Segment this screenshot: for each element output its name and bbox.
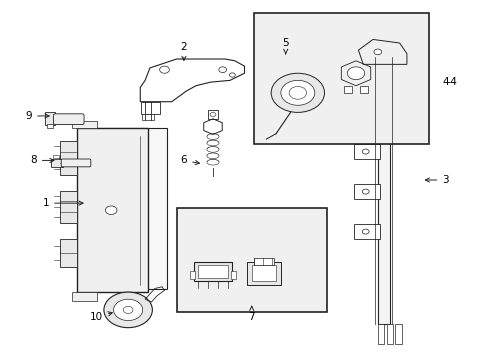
Bar (193, 262, 232, 282)
FancyBboxPatch shape (61, 159, 91, 167)
Circle shape (103, 292, 152, 328)
Bar (359, 86, 367, 93)
Bar (60, 141, 77, 175)
Text: 4: 4 (442, 77, 448, 87)
Circle shape (362, 149, 368, 154)
Bar (394, 324, 401, 344)
Circle shape (288, 86, 306, 99)
Circle shape (373, 49, 381, 55)
Bar (343, 86, 351, 93)
Circle shape (123, 306, 133, 314)
FancyBboxPatch shape (53, 114, 84, 125)
Bar (377, 57, 389, 324)
Bar (47, 124, 53, 129)
Bar (72, 292, 97, 301)
Circle shape (362, 229, 368, 234)
Bar (254, 13, 428, 144)
Bar (45, 112, 55, 125)
Bar (60, 239, 77, 267)
Text: 5: 5 (282, 38, 288, 54)
Circle shape (113, 299, 142, 320)
Text: 9: 9 (25, 111, 49, 121)
Bar (231, 271, 236, 279)
Bar (89, 129, 166, 288)
Bar (77, 129, 147, 292)
Text: 2: 2 (180, 41, 187, 60)
Bar (53, 156, 59, 159)
Bar (142, 114, 154, 120)
Bar (60, 191, 77, 223)
Circle shape (346, 67, 364, 80)
Bar (189, 271, 194, 279)
Circle shape (218, 67, 226, 72)
Circle shape (362, 189, 368, 194)
Bar (72, 121, 97, 129)
Bar (254, 257, 273, 265)
Text: 3: 3 (425, 175, 448, 185)
Circle shape (280, 80, 314, 105)
Bar (198, 265, 227, 278)
Bar (353, 184, 380, 199)
Circle shape (210, 112, 216, 117)
Bar (353, 144, 380, 159)
Circle shape (105, 206, 117, 215)
Text: 7: 7 (248, 306, 255, 322)
Bar (251, 265, 275, 282)
Text: –4: –4 (445, 77, 457, 87)
Bar (141, 102, 160, 114)
Circle shape (271, 73, 324, 112)
Bar (208, 110, 217, 119)
Bar (377, 324, 384, 344)
Text: 10: 10 (90, 312, 112, 322)
Bar (386, 324, 392, 344)
Bar (246, 262, 280, 285)
Circle shape (229, 73, 235, 77)
Text: 6: 6 (180, 156, 199, 166)
Bar (50, 159, 62, 167)
Text: 1: 1 (42, 198, 83, 208)
Bar (353, 225, 380, 239)
Bar (176, 208, 326, 312)
Text: 8: 8 (30, 156, 54, 166)
Circle shape (159, 66, 169, 73)
